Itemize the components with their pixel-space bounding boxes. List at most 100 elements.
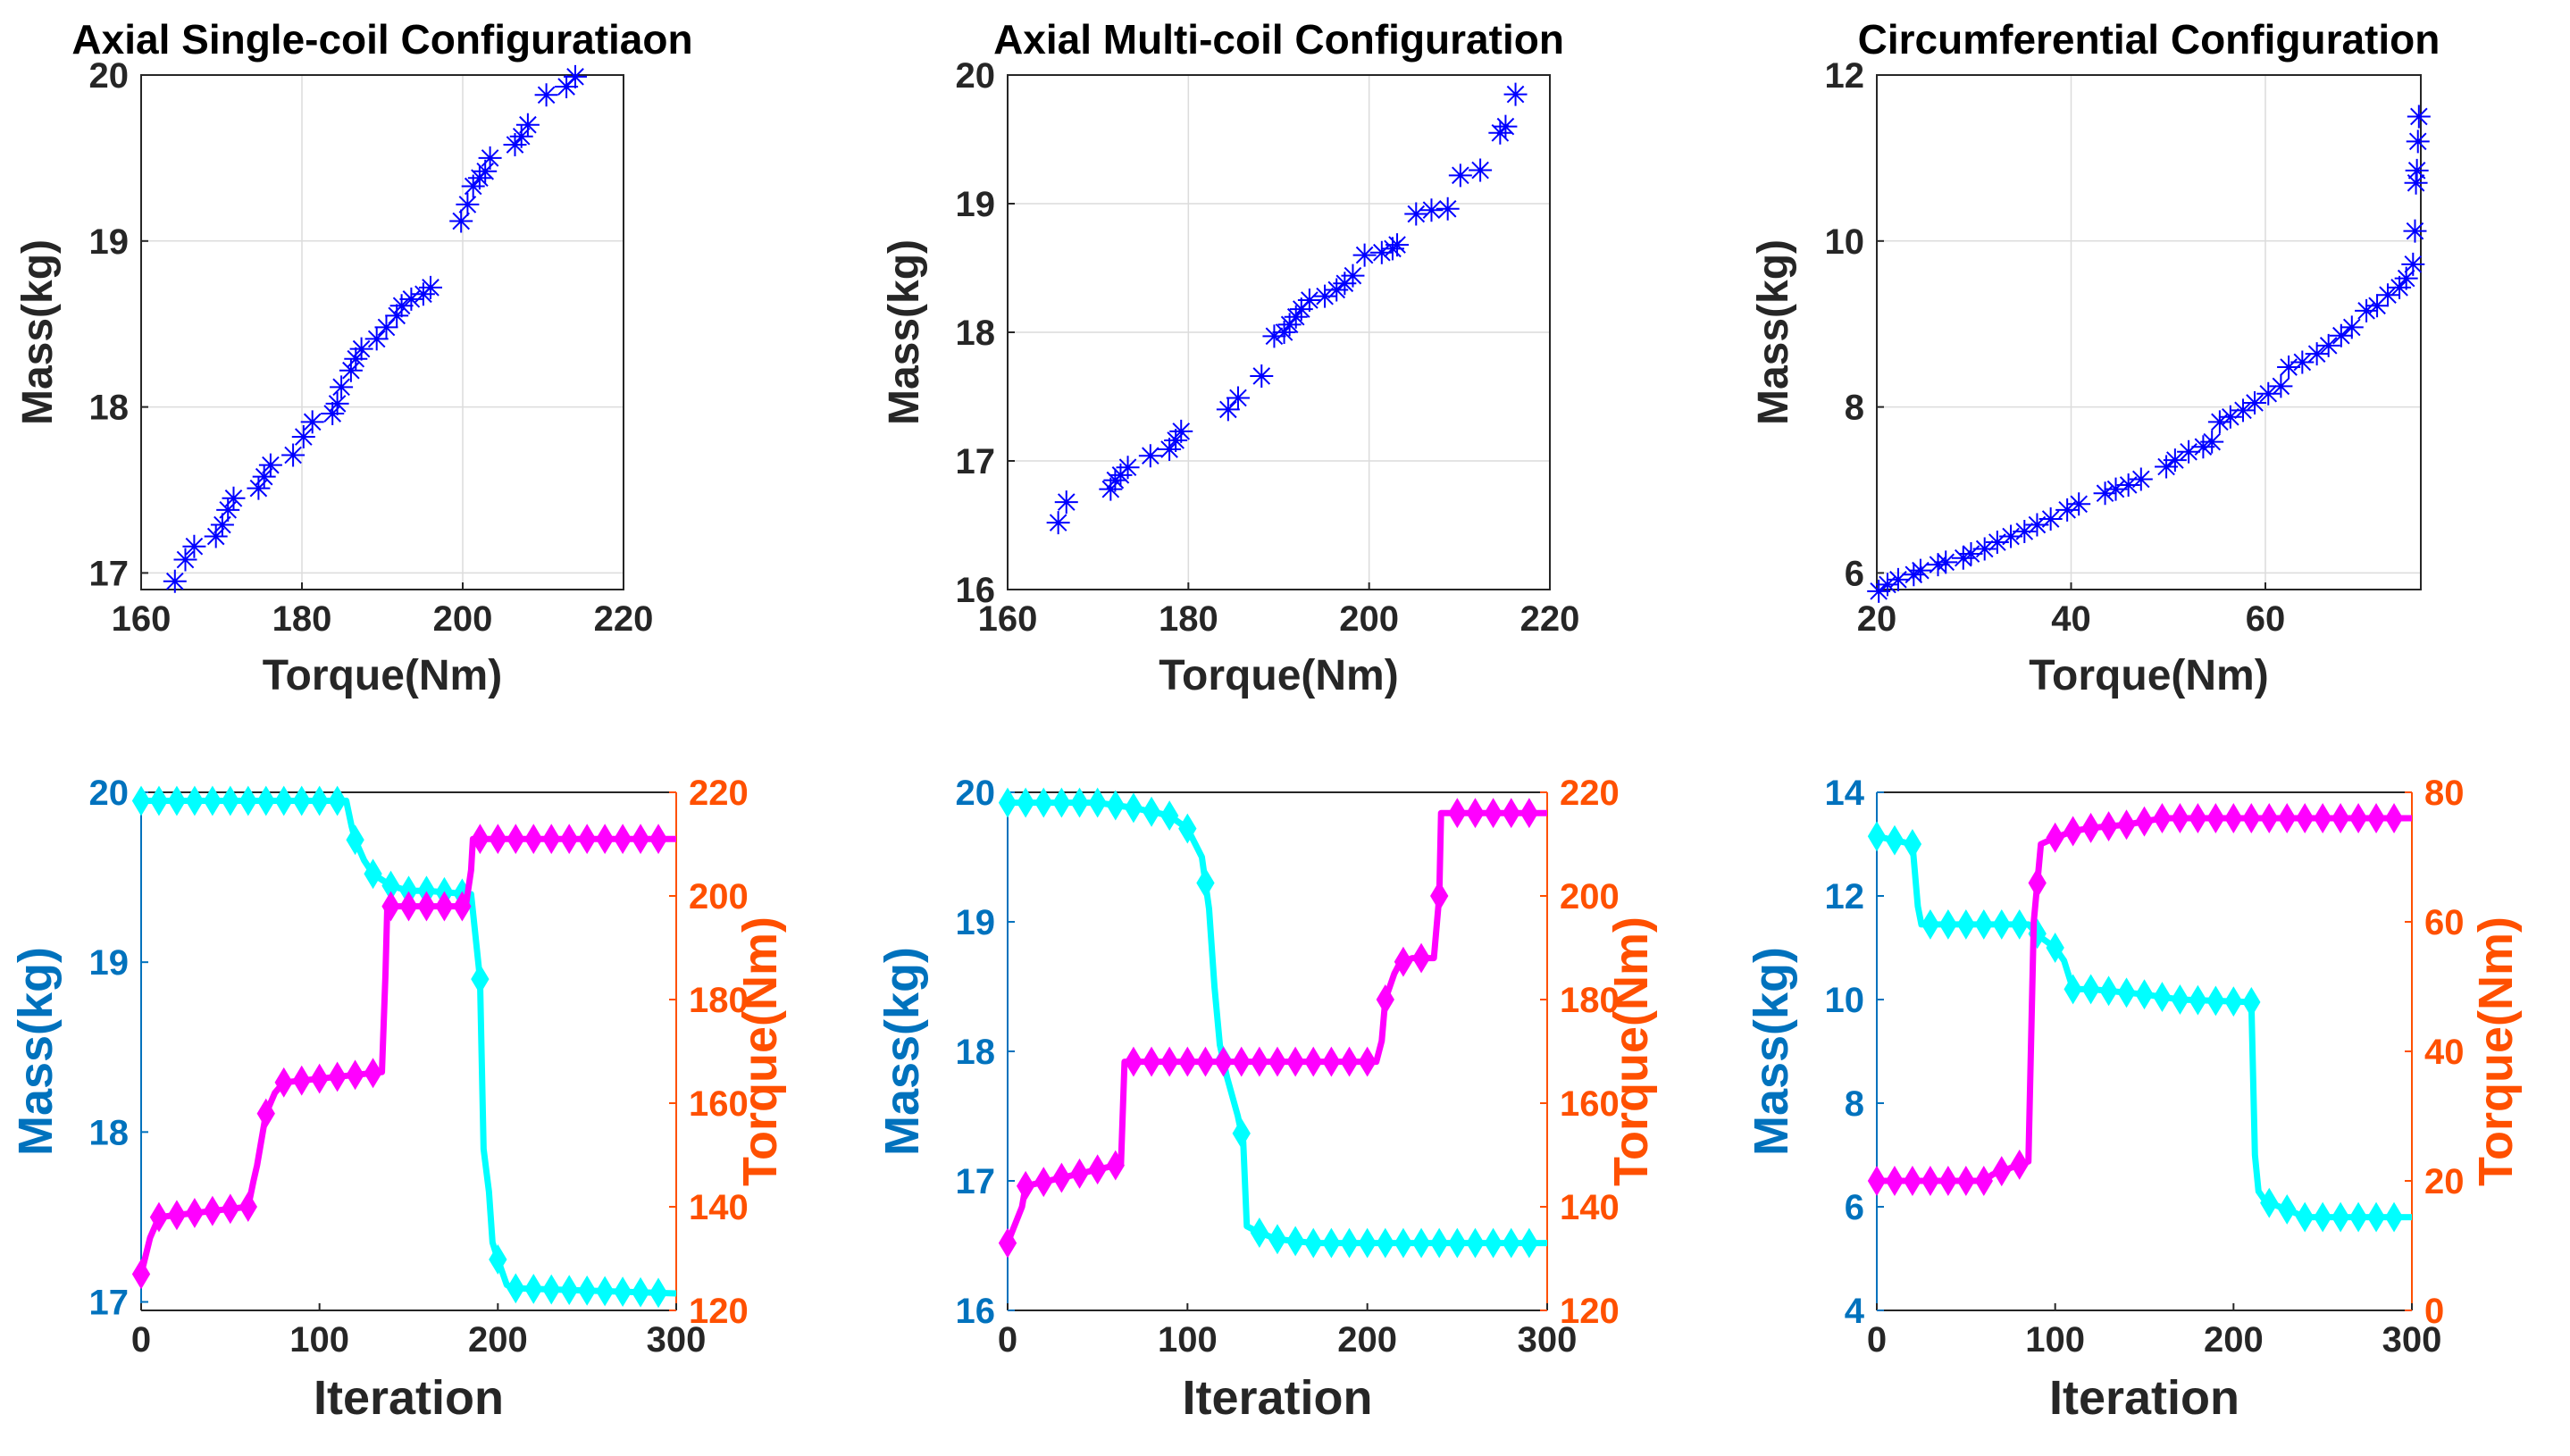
data-point	[399, 287, 423, 311]
data-point	[374, 315, 398, 339]
data-point	[2243, 390, 2267, 414]
series-marker	[1358, 1046, 1377, 1077]
data-point	[2116, 473, 2140, 497]
series-marker	[1956, 908, 1975, 940]
data-point	[385, 304, 409, 328]
y-tick-label: 20	[89, 774, 130, 813]
series-line-mass	[1876, 833, 2412, 1221]
series-marker	[542, 824, 561, 855]
y-tick-label: 19	[89, 943, 130, 983]
chart-3: Circumferential Configuration 20 40 60 6 8 10 1…	[1750, 16, 2440, 699]
series-marker	[310, 785, 329, 816]
data-point	[1352, 243, 1377, 267]
data-point	[1369, 240, 1394, 264]
chart-title: Axial Single-coil Configuratiaon	[71, 16, 692, 63]
x-axis-label: Iteration	[314, 1371, 504, 1425]
series-marker	[381, 891, 400, 922]
data-point	[1277, 313, 1302, 337]
series-marker	[578, 824, 597, 855]
series-marker	[1322, 1046, 1341, 1077]
series-marker	[239, 1192, 257, 1222]
data-point	[1875, 573, 1899, 597]
data-point	[1046, 511, 1070, 535]
series-marker	[2278, 803, 2297, 833]
data-point	[1099, 477, 1123, 501]
chart-title: Axial Multi-coil Configuration	[993, 16, 1564, 63]
series-marker	[1034, 1167, 1053, 1198]
data-point	[1959, 542, 1983, 566]
data-point	[419, 275, 442, 299]
series-marker	[524, 1273, 543, 1304]
y2-tick-label: 220	[689, 774, 749, 813]
series-marker	[328, 1061, 347, 1092]
data-point	[2104, 477, 2128, 501]
data-point	[2269, 374, 2293, 398]
data-point	[2191, 435, 2215, 459]
y2-tick-label: 180	[1560, 981, 1620, 1020]
data-point	[2403, 219, 2427, 243]
y-tick-label: 18	[956, 1033, 996, 1072]
data-point	[2038, 507, 2063, 531]
x-tick-label: 220	[1520, 599, 1580, 639]
y2-tick-label: 140	[1560, 1188, 1620, 1227]
x-axis-label: Iteration	[1182, 1371, 1372, 1425]
series-marker	[1250, 1218, 1269, 1248]
series-marker	[998, 1227, 1017, 1259]
data-point	[321, 402, 345, 426]
data-point	[325, 391, 349, 415]
series-marker	[2331, 803, 2350, 833]
y-tick-label: 18	[89, 389, 130, 428]
y2-tick-label: 20	[2424, 1162, 2465, 1201]
series-marker	[1285, 1226, 1305, 1257]
data-point	[1226, 386, 1250, 410]
series-marker	[2135, 979, 2154, 1010]
x-tick-label: 300	[2382, 1320, 2442, 1360]
series-marker	[1160, 800, 1179, 832]
series-marker	[131, 1259, 151, 1290]
series-marker	[2135, 806, 2154, 837]
series-marker	[1430, 1227, 1449, 1259]
data-point	[1469, 158, 1493, 182]
series-marker	[1956, 1166, 1975, 1196]
series-marker	[1124, 1046, 1143, 1077]
series-marker	[1411, 942, 1431, 974]
series-marker	[167, 785, 187, 816]
x-tick-label: 300	[1518, 1320, 1578, 1360]
data-point	[339, 358, 363, 382]
series-marker	[203, 1195, 222, 1226]
data-point	[1999, 524, 2023, 548]
series-marker	[1885, 1166, 1904, 1196]
series-marker	[2384, 803, 2404, 833]
series-marker	[1519, 1227, 1539, 1259]
series-marker	[417, 891, 436, 922]
series-marker	[2314, 1201, 2332, 1233]
series-marker	[131, 785, 151, 816]
y2-tick-label: 120	[1560, 1292, 1620, 1331]
series-marker	[221, 1193, 239, 1225]
data-point	[222, 486, 246, 510]
data-point	[555, 75, 579, 99]
data-point	[473, 159, 498, 183]
series-marker	[1106, 790, 1125, 821]
x-tick-label: 0	[131, 1320, 151, 1360]
data-point	[1951, 546, 1975, 570]
series-marker	[595, 1276, 615, 1307]
series-mass	[1867, 821, 2412, 1233]
data-point	[1313, 284, 1337, 308]
data-point	[2376, 283, 2400, 307]
series-marker	[2064, 816, 2082, 847]
series-marker	[2296, 1201, 2315, 1233]
series-marker	[1268, 1046, 1287, 1077]
data-point	[1262, 324, 1286, 348]
data-point	[1902, 563, 1926, 587]
data-point	[1867, 579, 1891, 603]
series-marker	[1484, 1227, 1503, 1259]
series-marker	[1903, 829, 1922, 859]
x-tick-label: 0	[1867, 1320, 1887, 1360]
series-marker	[2278, 1193, 2297, 1225]
y-axis-label: Mass(kg)	[14, 239, 62, 425]
series-marker	[2010, 1149, 2029, 1180]
x-tick-label: 60	[2246, 599, 2286, 639]
series-marker	[1142, 1046, 1161, 1077]
series-marker	[167, 1200, 187, 1231]
